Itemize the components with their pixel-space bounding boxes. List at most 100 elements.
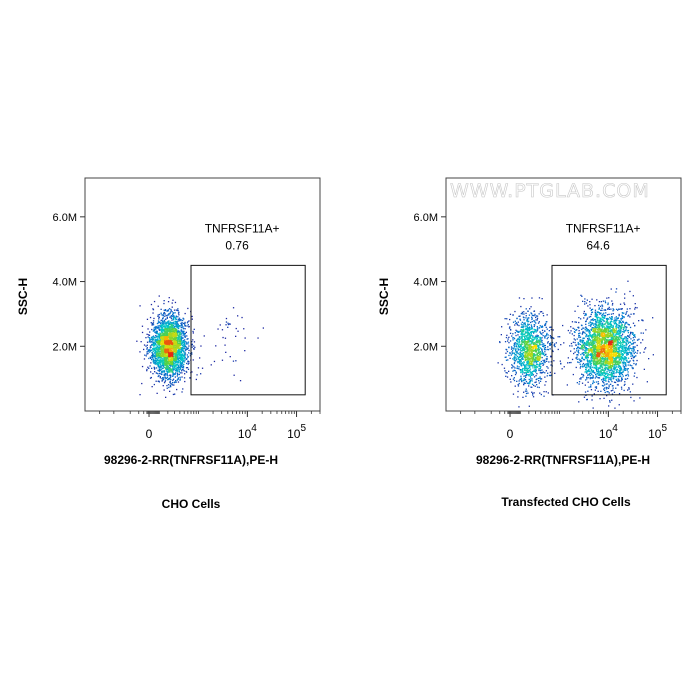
event-point	[141, 325, 144, 327]
event-point	[165, 346, 167, 348]
event-point	[625, 343, 627, 345]
event-point	[532, 392, 534, 394]
event-point	[547, 372, 549, 374]
event-point	[614, 335, 616, 337]
event-point	[538, 345, 540, 347]
event-point	[156, 332, 159, 334]
event-point	[513, 358, 515, 360]
event-point	[183, 346, 185, 348]
event-point	[545, 354, 547, 356]
event-point	[547, 348, 549, 351]
event-point	[623, 369, 626, 371]
event-point	[530, 331, 532, 333]
event-point	[525, 380, 528, 383]
event-point	[169, 369, 171, 372]
event-point	[531, 372, 534, 375]
event-point	[588, 338, 591, 340]
event-point	[550, 364, 552, 366]
event-point	[619, 303, 622, 305]
event-point	[165, 329, 167, 331]
event-point	[511, 335, 513, 337]
event-point	[506, 318, 508, 320]
event-point	[636, 344, 638, 347]
event-point	[614, 317, 616, 319]
event-point	[609, 400, 611, 402]
event-point	[519, 319, 522, 321]
event-point	[574, 310, 576, 312]
event-point	[527, 361, 530, 363]
event-point	[177, 345, 179, 347]
event-point	[170, 333, 172, 335]
gate-rectangle[interactable]	[190, 264, 306, 396]
event-point	[176, 361, 178, 363]
event-point	[561, 368, 563, 370]
event-point	[167, 328, 169, 330]
event-point	[544, 360, 546, 362]
event-point	[156, 359, 158, 361]
event-point	[152, 323, 154, 325]
event-point	[171, 363, 174, 365]
event-point	[522, 370, 524, 372]
event-point	[225, 324, 227, 326]
event-point	[506, 350, 509, 353]
event-point	[516, 324, 519, 326]
event-point	[585, 363, 587, 365]
event-point	[167, 370, 169, 373]
event-point	[166, 369, 168, 371]
event-point	[157, 354, 159, 356]
event-point	[585, 368, 587, 370]
event-point	[156, 341, 158, 343]
event-point	[598, 371, 600, 373]
event-point	[180, 324, 183, 326]
event-point	[644, 348, 646, 350]
event-point	[625, 328, 627, 330]
event-point	[176, 355, 178, 357]
event-point	[173, 363, 175, 365]
event-point	[160, 325, 162, 327]
event-point	[539, 392, 541, 394]
event-point	[531, 374, 533, 376]
event-point	[170, 340, 173, 342]
event-point	[175, 326, 177, 328]
event-point	[590, 313, 592, 316]
event-point	[524, 369, 526, 371]
event-point	[610, 308, 612, 310]
event-point	[235, 335, 237, 337]
event-point	[541, 371, 544, 374]
event-point	[567, 357, 569, 359]
event-point	[523, 391, 525, 393]
event-point	[641, 319, 643, 321]
event-point	[525, 328, 527, 331]
event-point	[528, 343, 530, 345]
event-point	[191, 343, 193, 345]
event-point	[608, 381, 610, 383]
event-point	[532, 339, 535, 341]
event-point	[177, 354, 179, 357]
event-point	[505, 352, 507, 354]
event-point	[622, 331, 624, 333]
event-point	[545, 326, 547, 328]
event-point	[586, 344, 588, 346]
event-point	[524, 366, 526, 368]
event-point	[616, 318, 618, 320]
event-point	[625, 346, 627, 348]
event-point	[161, 343, 164, 345]
event-point	[173, 343, 176, 346]
event-point	[146, 351, 148, 353]
event-point	[161, 348, 163, 350]
event-point	[623, 366, 625, 369]
event-point	[517, 337, 519, 340]
event-point	[163, 389, 165, 391]
event-point	[166, 324, 168, 327]
event-point	[576, 338, 578, 340]
event-point	[584, 366, 587, 368]
event-point	[570, 342, 573, 345]
event-point	[517, 334, 519, 336]
event-point	[587, 365, 589, 367]
event-point	[590, 329, 592, 331]
event-point	[143, 344, 146, 346]
event-point	[591, 334, 594, 336]
event-point	[609, 316, 611, 319]
event-point	[620, 371, 622, 374]
event-point	[630, 355, 632, 357]
